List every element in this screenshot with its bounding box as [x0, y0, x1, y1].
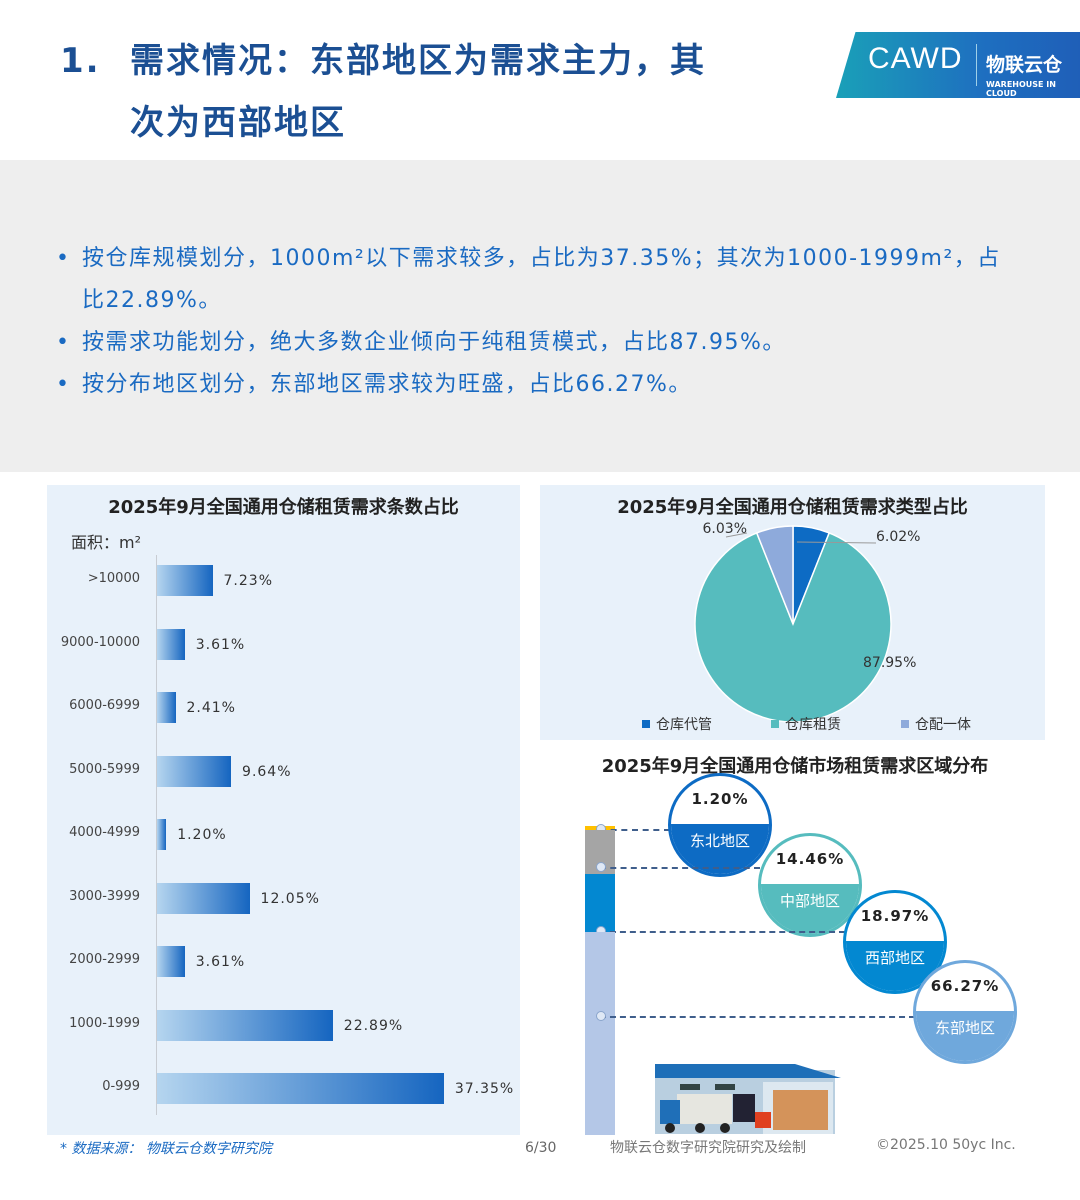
bar	[157, 1073, 444, 1104]
region-value: 66.27%	[930, 977, 1000, 995]
region-bubble: 66.27% 东部地区	[913, 960, 1017, 1064]
data-label: 2.41%	[186, 700, 236, 716]
data-label: 12.05%	[260, 890, 320, 907]
bar	[157, 692, 176, 723]
logo: CAWD 物联云仓 WAREHOUSE IN CLOUD	[836, 32, 1080, 98]
category-label: 0-999	[102, 1079, 140, 1094]
data-label: 22.89%	[343, 1017, 404, 1034]
stack-segment	[585, 873, 615, 932]
slice-label: 6.03%	[703, 521, 747, 537]
type-pie-chart: 2025年9月全国通用仓储租赁需求类型占比 6.02% 87.95% 6.03% 仓…	[540, 485, 1045, 740]
logo-divider	[976, 44, 977, 86]
stack-segment	[585, 931, 615, 1135]
category-label: 1000-1999	[69, 1015, 140, 1031]
category-label: >10000	[87, 571, 140, 586]
region-name: 东北地区	[671, 824, 769, 874]
region-name: 中部地区	[761, 884, 859, 934]
leader-line	[796, 541, 877, 544]
pie-slice	[694, 531, 892, 723]
region-bubble: 14.46% 中部地区	[758, 833, 862, 937]
data-label: 3.61%	[195, 954, 246, 970]
data-label: 37.35%	[454, 1081, 515, 1097]
region-value: 18.97%	[860, 907, 930, 925]
legend-swatch	[642, 720, 650, 728]
pie-svg: 6.02% 87.95% 6.03%	[694, 521, 920, 723]
region-bubble: 1.20% 东北地区	[668, 773, 772, 877]
summary-item: 按需求功能划分，绝大多数企业倾向于纯租赁模式，占比87.95%。	[56, 322, 1016, 364]
data-label: 9.64%	[242, 763, 292, 780]
warehouse-illustration	[655, 1064, 841, 1134]
connector-line	[600, 867, 760, 869]
marker-dot	[596, 1011, 606, 1021]
connector-line	[600, 931, 845, 933]
summary-item: 按分布地区划分，东部地区需求较为旺盛，占比66.27%。	[56, 364, 1016, 406]
category-label: 9000-10000	[60, 634, 140, 650]
region-name: 东部地区	[916, 1011, 1014, 1061]
brand-logo: 物联云仓	[986, 54, 1063, 76]
legend-label: 仓配一体	[915, 717, 971, 733]
data-label: 3.61%	[195, 636, 246, 653]
legend-label: 仓库代管	[656, 717, 712, 733]
category-label: 6000-6999	[69, 698, 140, 713]
bar	[157, 882, 250, 914]
category-label: 5000-5999	[69, 761, 140, 777]
page-title: 1. 需求情况：东部地区为需求主力，其 次为西部地区	[60, 30, 820, 154]
slice-label: 87.95%	[863, 655, 916, 671]
data-label: 7.23%	[223, 573, 273, 589]
region-value: 14.46%	[775, 850, 845, 868]
summary-item: 按仓库规模划分，1000m²以下需求较多，占比为37.35%；其次为1000-1…	[56, 238, 1016, 322]
copyright: ©2025.10 50yc Inc.	[876, 1137, 1016, 1153]
category-label: 3000-3999	[69, 888, 140, 904]
cawd-logo: CAWD	[868, 42, 963, 75]
legend-swatch	[901, 720, 909, 728]
category-label: 4000-4999	[69, 825, 140, 840]
bar	[157, 755, 232, 787]
region-value: 1.20%	[691, 790, 749, 808]
legend-item: 仓配一体	[901, 714, 971, 734]
leader-line	[725, 532, 748, 538]
category-label: 2000-2999	[69, 952, 140, 967]
legend-item: 仓库租赁	[771, 714, 841, 734]
title-line-2: 次为西部地区	[130, 103, 346, 143]
brand-logo-en: WAREHOUSE IN CLOUD	[986, 80, 1056, 98]
size-bar-chart: 2025年9月全国通用仓储租赁需求条数占比 面积：m² >10000 7.23%…	[47, 485, 520, 1135]
slice-label: 6.02%	[876, 529, 920, 545]
bar	[157, 819, 167, 850]
page-number: 6/30	[525, 1140, 557, 1156]
marker-dot	[596, 862, 606, 872]
bar	[157, 946, 185, 977]
title-line-1: 需求情况：东部地区为需求主力，其	[130, 41, 706, 81]
pie-slice	[755, 525, 794, 625]
chart-title: 2025年9月全国通用仓储租赁需求条数占比	[108, 497, 459, 518]
data-label: 1.20%	[177, 827, 227, 843]
bar	[157, 628, 185, 660]
y-axis-line	[156, 555, 157, 1115]
credit: 物联云仓数字研究院研究及绘制	[610, 1140, 806, 1156]
chart-title: 2025年9月全国通用仓储市场租赁需求区域分布	[601, 756, 989, 777]
data-source: * 数据来源： 物联云仓数字研究院	[60, 1141, 272, 1157]
bar	[157, 1009, 333, 1041]
summary-box: 按仓库规模划分，1000m²以下需求较多，占比为37.35%；其次为1000-1…	[0, 160, 1080, 472]
connector-line	[600, 829, 670, 831]
legend-swatch	[771, 720, 779, 728]
section-number: 1.	[60, 41, 101, 81]
bar	[157, 565, 213, 596]
legend-item: 仓库代管	[642, 714, 712, 734]
axis-label: 面积：m²	[71, 533, 142, 552]
legend-label: 仓库租赁	[785, 717, 841, 733]
connector-line	[600, 1016, 915, 1018]
chart-title: 2025年9月全国通用仓储租赁需求类型占比	[617, 497, 968, 518]
